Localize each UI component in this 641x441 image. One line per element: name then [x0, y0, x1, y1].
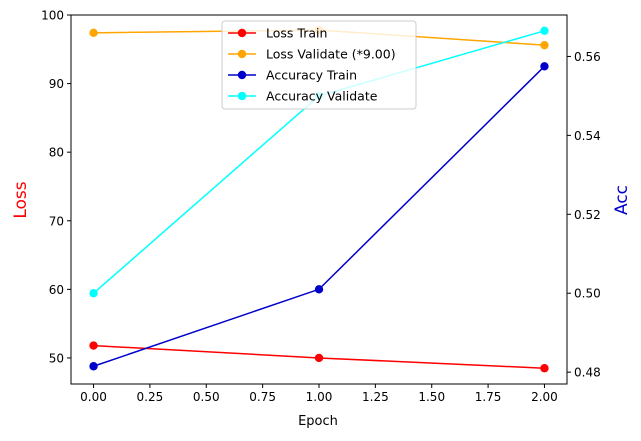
data-point-accuracy-validate: [540, 26, 549, 35]
legend-swatch-marker: [237, 91, 247, 101]
legend-items: Loss Train Loss Validate (*9.00) Accuracy …: [228, 26, 396, 104]
legend-entry-label: Loss Validate (*9.00): [266, 47, 396, 62]
y-axis-left-label: Loss: [11, 181, 31, 218]
x-axis-label: Epoch: [298, 414, 338, 429]
x-tick-label: 2.00: [531, 390, 558, 404]
legend-box: [221, 20, 417, 110]
y-left-tick-label: 90: [49, 77, 64, 91]
data-point-loss-train: [314, 353, 324, 363]
y-left-tick-label: 70: [49, 214, 64, 228]
x-tick-label: 1.00: [306, 390, 333, 404]
series-line-accuracy-train: [93, 65, 545, 367]
plot-frame: [70, 14, 568, 385]
y-axis-right-label: Acc: [612, 185, 632, 215]
x-tick-label: 0.50: [193, 390, 220, 404]
labels-layer: Epoch Loss Acc: [11, 181, 632, 429]
legend: Loss Train Loss Validate (*9.00) Accuracy …: [221, 20, 417, 110]
legend-entry-label: Loss Train: [266, 26, 327, 41]
y-left-tick-label: 80: [49, 146, 64, 160]
data-point-accuracy-train: [540, 62, 549, 71]
data-point-loss-validate-9-00: [540, 40, 549, 50]
y-left-tick-label: 100: [41, 9, 64, 23]
y-right-tick-label: 0.54: [574, 129, 601, 143]
data-point-loss-validate-9-00: [89, 28, 98, 38]
x-tick-label: 1.25: [362, 390, 389, 404]
axes-layer: 0.00 0.25 0.50 0.75 1.00 1.25 1.50 1.75 2.00 50 60…: [41, 9, 601, 405]
data-point-accuracy-train: [314, 285, 324, 294]
frame-layer: [70, 14, 568, 385]
y-right-tick-label: 0.52: [574, 208, 601, 222]
y-left-tick-label: 50: [49, 351, 64, 365]
y-right-tick-label: 0.50: [574, 287, 601, 301]
y-right-tick-label: 0.56: [574, 50, 601, 64]
legend-swatch-marker: [237, 28, 247, 38]
y-right-tick-label: 0.48: [574, 366, 601, 380]
x-tick-label: 1.50: [418, 390, 445, 404]
data-point-accuracy-validate: [89, 289, 98, 298]
legend-entry-label: Accuracy Validate: [266, 89, 378, 104]
data-point-loss-train: [89, 341, 98, 350]
data-point-accuracy-train: [89, 362, 98, 371]
x-tick-label: 1.75: [475, 390, 502, 404]
legend-entry-label: Accuracy Train: [266, 68, 357, 83]
legend-swatch-marker: [237, 49, 247, 59]
y-left-tick-label: 60: [49, 283, 64, 297]
x-tick-label: 0.00: [80, 390, 107, 404]
legend-swatch-marker: [237, 70, 247, 80]
x-tick-label: 0.25: [137, 390, 164, 404]
x-tick-label: 0.75: [249, 390, 276, 404]
data-point-loss-train: [540, 364, 549, 373]
